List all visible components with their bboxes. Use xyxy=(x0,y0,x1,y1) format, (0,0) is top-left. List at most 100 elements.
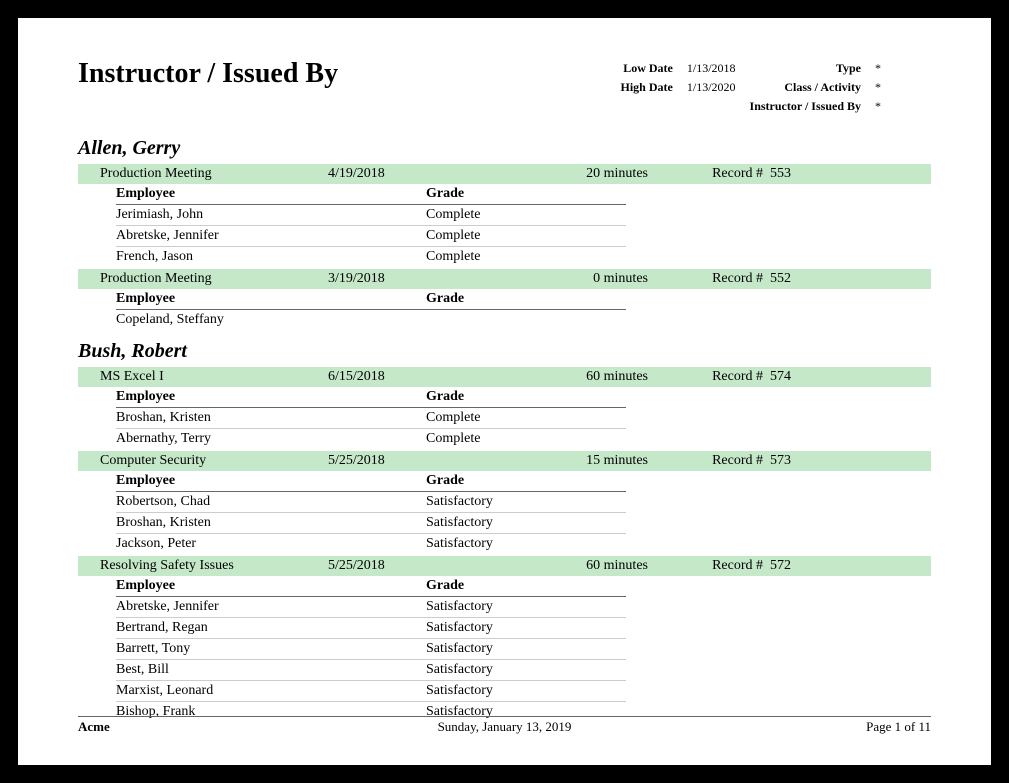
param-value-type: * xyxy=(869,60,929,77)
class-duration: 60 minutes xyxy=(478,369,648,385)
report-title: Instructor / Issued By xyxy=(78,58,338,117)
class-bar: Production Meeting4/19/201820 minutesRec… xyxy=(78,164,931,184)
class-name: Production Meeting xyxy=(78,166,328,182)
employee-name: Marxist, Leonard xyxy=(116,683,426,699)
class-name: Production Meeting xyxy=(78,271,328,287)
instructor-name: Bush, Robert xyxy=(78,340,931,363)
class-record: Record # 552 xyxy=(648,271,931,287)
employee-name: Copeland, Steffany xyxy=(116,312,426,328)
employee-row: Abretske, JenniferSatisfactory xyxy=(116,597,626,618)
class-duration: 20 minutes xyxy=(478,166,648,182)
class-name: MS Excel I xyxy=(78,369,328,385)
employee-name: Abernathy, Terry xyxy=(116,431,426,447)
employee-grade: Complete xyxy=(426,207,626,223)
col-grade: Grade xyxy=(426,473,626,489)
col-employee: Employee xyxy=(116,389,426,405)
employee-row: Abretske, JenniferComplete xyxy=(116,226,626,247)
param-label-high-date: High Date xyxy=(615,79,679,96)
employee-grade: Complete xyxy=(426,228,626,244)
col-grade: Grade xyxy=(426,186,626,202)
class-date: 4/19/2018 xyxy=(328,166,478,182)
employee-name: Best, Bill xyxy=(116,662,426,678)
employee-grade: Satisfactory xyxy=(426,494,626,510)
class-name: Resolving Safety Issues xyxy=(78,558,328,574)
param-value-instructor: * xyxy=(869,98,929,115)
col-employee: Employee xyxy=(116,578,426,594)
param-label-low-date: Low Date xyxy=(615,60,679,77)
report-page: Instructor / Issued By Low Date 1/13/201… xyxy=(18,18,991,765)
col-grade: Grade xyxy=(426,389,626,405)
class-bar: Computer Security5/25/201815 minutesReco… xyxy=(78,451,931,471)
footer-date: Sunday, January 13, 2019 xyxy=(362,719,646,735)
employee-header: EmployeeGrade xyxy=(116,471,626,492)
col-grade: Grade xyxy=(426,291,626,307)
class-record: Record # 573 xyxy=(648,453,931,469)
class-bar: MS Excel I6/15/201860 minutesRecord # 57… xyxy=(78,367,931,387)
param-label-class: Class / Activity xyxy=(744,79,867,96)
param-value-class: * xyxy=(869,79,929,96)
class-date: 5/25/2018 xyxy=(328,453,478,469)
instructor-name: Allen, Gerry xyxy=(78,137,931,160)
employee-name: French, Jason xyxy=(116,249,426,265)
employee-block: Robertson, ChadSatisfactoryBroshan, Kris… xyxy=(78,492,931,554)
class-duration: 0 minutes xyxy=(478,271,648,287)
class-duration: 15 minutes xyxy=(478,453,648,469)
report-parameters: Low Date 1/13/2018 Type * High Date 1/13… xyxy=(613,58,931,117)
footer-page: Page 1 of 11 xyxy=(647,719,931,735)
col-employee: Employee xyxy=(116,473,426,489)
class-record: Record # 572 xyxy=(648,558,931,574)
employee-name: Abretske, Jennifer xyxy=(116,228,426,244)
employee-block: Abretske, JenniferSatisfactoryBertrand, … xyxy=(78,597,931,722)
employee-header: EmployeeGrade xyxy=(116,289,626,310)
class-record: Record # 574 xyxy=(648,369,931,385)
report-body: Allen, GerryProduction Meeting4/19/20182… xyxy=(78,137,931,722)
employee-row: Jerimiash, JohnComplete xyxy=(116,205,626,226)
employee-name: Jackson, Peter xyxy=(116,536,426,552)
employee-name: Abretske, Jennifer xyxy=(116,599,426,615)
report-footer: Acme Sunday, January 13, 2019 Page 1 of … xyxy=(78,716,931,735)
employee-row: Broshan, KristenComplete xyxy=(116,408,626,429)
employee-block: Copeland, Steffany xyxy=(78,310,931,330)
param-value-low-date: 1/13/2018 xyxy=(681,60,742,77)
footer-company: Acme xyxy=(78,719,362,735)
employee-name: Bertrand, Regan xyxy=(116,620,426,636)
employee-row: Broshan, KristenSatisfactory xyxy=(116,513,626,534)
employee-name: Barrett, Tony xyxy=(116,641,426,657)
employee-name: Broshan, Kristen xyxy=(116,410,426,426)
class-bar: Resolving Safety Issues5/25/201860 minut… xyxy=(78,556,931,576)
employee-grade: Complete xyxy=(426,431,626,447)
employee-block: Broshan, KristenCompleteAbernathy, Terry… xyxy=(78,408,931,449)
employee-header: EmployeeGrade xyxy=(116,184,626,205)
employee-grade: Satisfactory xyxy=(426,662,626,678)
employee-row: French, JasonComplete xyxy=(116,247,626,267)
employee-row: Abernathy, TerryComplete xyxy=(116,429,626,449)
class-name: Computer Security xyxy=(78,453,328,469)
class-record: Record # 553 xyxy=(648,166,931,182)
employee-grade: Complete xyxy=(426,249,626,265)
employee-grade: Complete xyxy=(426,410,626,426)
col-employee: Employee xyxy=(116,291,426,307)
class-date: 6/15/2018 xyxy=(328,369,478,385)
col-grade: Grade xyxy=(426,578,626,594)
employee-row: Copeland, Steffany xyxy=(116,310,626,330)
class-date: 3/19/2018 xyxy=(328,271,478,287)
class-date: 5/25/2018 xyxy=(328,558,478,574)
employee-grade: Satisfactory xyxy=(426,641,626,657)
param-label-instructor: Instructor / Issued By xyxy=(744,98,867,115)
class-duration: 60 minutes xyxy=(478,558,648,574)
param-label-type: Type xyxy=(744,60,867,77)
employee-name: Broshan, Kristen xyxy=(116,515,426,531)
employee-name: Robertson, Chad xyxy=(116,494,426,510)
employee-grade: Satisfactory xyxy=(426,599,626,615)
param-value-high-date: 1/13/2020 xyxy=(681,79,742,96)
col-employee: Employee xyxy=(116,186,426,202)
employee-header: EmployeeGrade xyxy=(116,387,626,408)
report-header: Instructor / Issued By Low Date 1/13/201… xyxy=(78,58,931,117)
employee-row: Best, BillSatisfactory xyxy=(116,660,626,681)
employee-row: Marxist, LeonardSatisfactory xyxy=(116,681,626,702)
employee-grade: Satisfactory xyxy=(426,683,626,699)
employee-row: Jackson, PeterSatisfactory xyxy=(116,534,626,554)
class-bar: Production Meeting3/19/20180 minutesReco… xyxy=(78,269,931,289)
employee-row: Barrett, TonySatisfactory xyxy=(116,639,626,660)
employee-header: EmployeeGrade xyxy=(116,576,626,597)
